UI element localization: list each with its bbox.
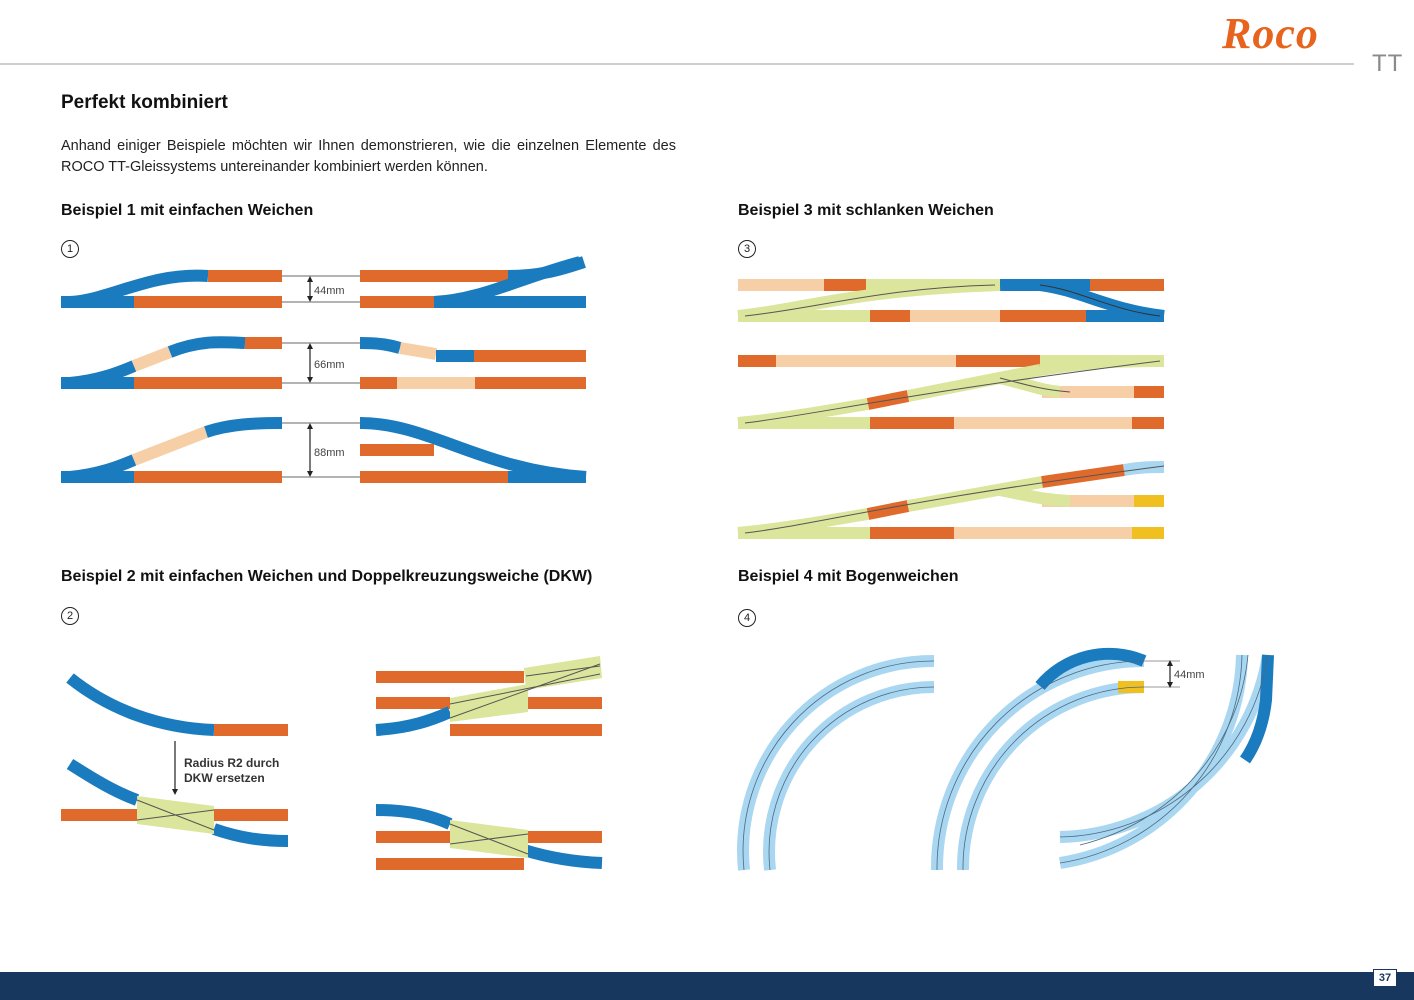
intro-paragraph: Anhand einiger Beispiele möchten wir Ihn… bbox=[61, 138, 676, 175]
header-rule bbox=[0, 63, 1354, 65]
roco-logo: Roco bbox=[1222, 9, 1319, 58]
heading-example-2: Beispiel 2 mit einfachen Weichen und Dop… bbox=[61, 568, 593, 585]
spacing-label-44: 44mm bbox=[314, 285, 345, 297]
page-number: 37 bbox=[1373, 969, 1397, 987]
example-4-diagram: 44mm bbox=[737, 647, 1274, 871]
example-1-diagram: 44mm 66mm bbox=[61, 256, 587, 483]
heading-example-3: Beispiel 3 mit schlanken Weichen bbox=[738, 202, 994, 219]
heading-example-4: Beispiel 4 mit Bogenweichen bbox=[738, 568, 959, 585]
example-1-row-44mm: 44mm bbox=[61, 256, 586, 308]
example-1-row-88mm: 88mm bbox=[61, 417, 587, 483]
heading-example-1: Beispiel 1 mit einfachen Weichen bbox=[61, 202, 314, 219]
example-2-number: 2 bbox=[61, 607, 79, 625]
example-3-number: 3 bbox=[738, 240, 756, 258]
page-title: Perfekt kombiniert bbox=[61, 92, 228, 113]
example-3-diagram bbox=[737, 279, 1165, 539]
spacing-label-44-curve: 44mm bbox=[1174, 669, 1205, 681]
example-1-row-66mm: 66mm bbox=[61, 336, 586, 389]
spacing-label-66: 66mm bbox=[314, 359, 345, 371]
footer-bar bbox=[0, 972, 1414, 1000]
dkw-note-line2: DKW ersetzen bbox=[184, 771, 265, 785]
gauge-label: TT bbox=[1372, 50, 1404, 77]
example-1-number: 1 bbox=[61, 240, 79, 258]
example-2-diagram: Radius R2 durch DKW ersetzen bbox=[61, 656, 603, 870]
example-4-number: 4 bbox=[738, 609, 756, 627]
spacing-label-88: 88mm bbox=[314, 447, 345, 459]
dkw-note-line1: Radius R2 durch bbox=[184, 756, 279, 770]
